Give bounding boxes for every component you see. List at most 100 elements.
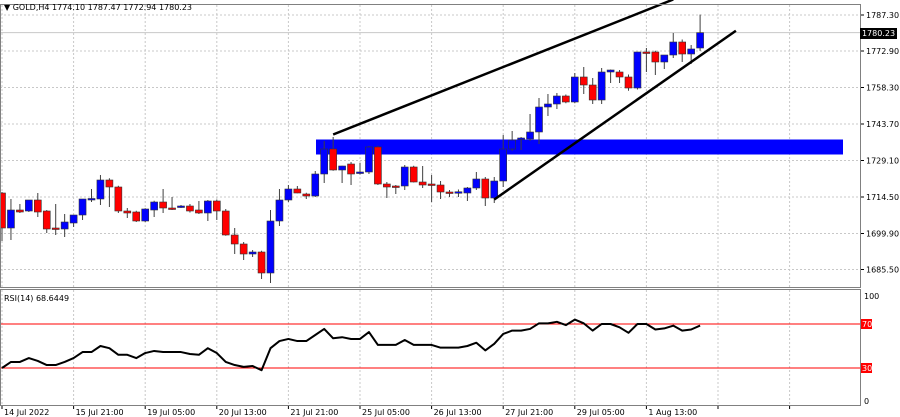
candle[interactable]: [624, 74, 633, 91]
bear-candle-body: [230, 234, 239, 245]
candle[interactable]: [87, 189, 96, 202]
candle[interactable]: [696, 14, 704, 51]
candle[interactable]: [669, 33, 678, 58]
candle[interactable]: [33, 193, 42, 217]
candle[interactable]: [642, 48, 651, 72]
candle[interactable]: [123, 208, 132, 218]
candle[interactable]: [615, 70, 624, 83]
candle[interactable]: [445, 190, 454, 197]
candle[interactable]: [418, 166, 427, 188]
candle[interactable]: [383, 182, 391, 198]
candle[interactable]: [508, 131, 516, 151]
price-axis-label: 1772.90: [866, 47, 899, 56]
candle[interactable]: [597, 68, 606, 104]
bear-candle-body: [195, 209, 203, 214]
candle[interactable]: [535, 98, 543, 144]
candle[interactable]: [570, 73, 579, 104]
candle[interactable]: [633, 51, 642, 90]
candle[interactable]: [463, 187, 472, 201]
bear-candle-body: [651, 51, 660, 63]
candle[interactable]: [168, 197, 176, 210]
resistance-zone[interactable]: [316, 139, 843, 155]
candle[interactable]: [356, 163, 364, 175]
candle[interactable]: [96, 175, 105, 205]
bull-candle-body: [141, 208, 149, 222]
candle[interactable]: [588, 78, 597, 104]
candle[interactable]: [302, 192, 311, 199]
triangle-down-icon[interactable]: ▼: [4, 3, 11, 12]
candle[interactable]: [320, 141, 329, 183]
candle[interactable]: [177, 205, 185, 208]
candle[interactable]: [16, 204, 24, 213]
candle[interactable]: [132, 210, 141, 222]
candle[interactable]: [311, 171, 320, 197]
candle[interactable]: [347, 162, 355, 185]
candle[interactable]: [427, 175, 436, 202]
candle[interactable]: [293, 186, 302, 194]
candle[interactable]: [266, 210, 275, 283]
candle[interactable]: [517, 137, 525, 150]
candle[interactable]: [660, 54, 669, 69]
candle[interactable]: [391, 185, 400, 194]
candle[interactable]: [544, 94, 552, 116]
candle[interactable]: [0, 192, 6, 241]
candle[interactable]: [221, 209, 230, 236]
candle[interactable]: [60, 214, 69, 237]
candle[interactable]: [338, 165, 346, 183]
bear-candle-body: [186, 205, 194, 212]
candle[interactable]: [374, 145, 382, 185]
candle[interactable]: [409, 165, 418, 183]
candle[interactable]: [651, 50, 660, 75]
bull-candle-body: [463, 187, 472, 194]
bull-candle-body: [508, 139, 516, 150]
candle[interactable]: [7, 199, 15, 240]
candle[interactable]: [204, 200, 212, 221]
bull-candle-body: [687, 48, 695, 55]
candle[interactable]: [454, 189, 463, 198]
candle[interactable]: [329, 137, 337, 171]
bull-candle-body: [400, 166, 409, 187]
candle[interactable]: [186, 204, 194, 213]
candle[interactable]: [400, 165, 409, 190]
candle[interactable]: [105, 178, 114, 207]
candle[interactable]: [141, 208, 149, 222]
candle[interactable]: [472, 172, 481, 190]
candle[interactable]: [213, 199, 221, 221]
candle[interactable]: [150, 200, 158, 217]
rsi-line[interactable]: [1, 318, 701, 372]
candle[interactable]: [248, 250, 257, 257]
time-axis-label: 26 Jul 13:00: [434, 408, 482, 417]
candle[interactable]: [159, 189, 167, 213]
candle[interactable]: [275, 189, 284, 226]
high-value: 1787.47: [87, 3, 121, 12]
channel-upper-line[interactable]: [332, 0, 674, 136]
candle[interactable]: [257, 250, 266, 279]
bear-candle-body: [409, 166, 418, 183]
candle[interactable]: [230, 228, 239, 254]
candle[interactable]: [481, 177, 490, 206]
candle[interactable]: [606, 69, 615, 84]
candle[interactable]: [436, 181, 445, 199]
open-value: 1774.10: [52, 3, 86, 12]
candle[interactable]: [69, 214, 78, 227]
candle[interactable]: [553, 93, 561, 109]
candle[interactable]: [499, 135, 508, 187]
candle[interactable]: [25, 199, 33, 212]
main-pane-border: [0, 4, 861, 288]
candle[interactable]: [42, 210, 51, 233]
bull-candle-body: [7, 209, 15, 229]
bull-candle-body: [356, 171, 364, 174]
candle[interactable]: [78, 198, 87, 220]
candle[interactable]: [284, 185, 293, 202]
candle[interactable]: [678, 39, 687, 63]
candle[interactable]: [51, 204, 60, 235]
candle[interactable]: [195, 201, 203, 214]
candle[interactable]: [526, 114, 534, 141]
candle[interactable]: [114, 185, 123, 213]
candle[interactable]: [562, 94, 570, 104]
channel-lower-line[interactable]: [493, 29, 737, 201]
candle[interactable]: [579, 67, 588, 94]
candle[interactable]: [239, 242, 248, 260]
candle[interactable]: [365, 146, 373, 174]
